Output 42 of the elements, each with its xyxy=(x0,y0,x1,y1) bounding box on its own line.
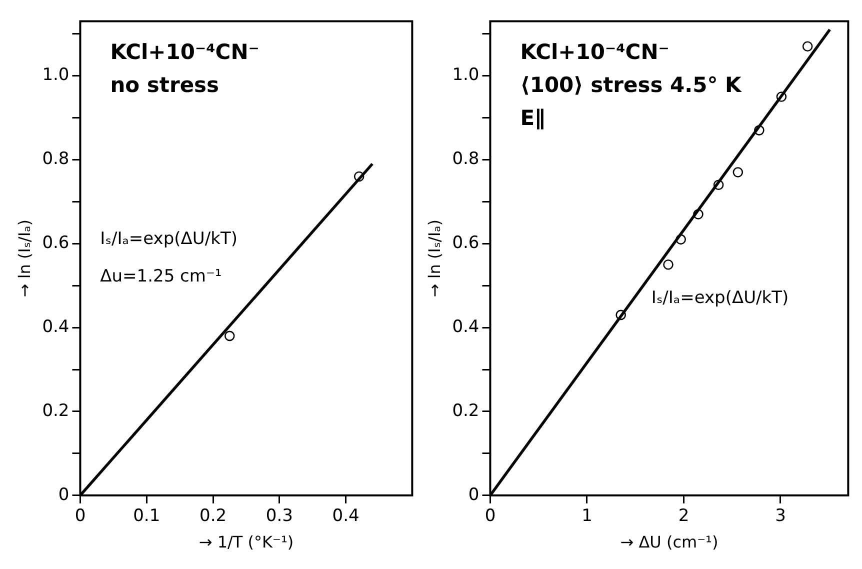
y-tick-label: 0.8 xyxy=(42,149,70,170)
point xyxy=(776,92,787,102)
x-tick-label: 2 xyxy=(678,506,690,526)
y-tick-label: 0 xyxy=(468,484,480,505)
y-tick-label: 1.0 xyxy=(42,65,70,86)
point xyxy=(732,167,744,178)
y-tick-label: 0.6 xyxy=(452,233,480,254)
x-tick-label: 0.1 xyxy=(133,506,160,526)
annotation: E∥ xyxy=(520,106,546,130)
x-tick-label: 0.3 xyxy=(266,506,293,526)
x-tick-label: 0 xyxy=(74,506,86,526)
annotation: ⟨100⟩ stress 4.5° K xyxy=(520,73,742,98)
point xyxy=(676,234,686,245)
text: KCl+10⁻⁴CN⁻ xyxy=(520,40,670,64)
y-tick-label: 0.4 xyxy=(42,316,70,337)
point xyxy=(754,125,764,136)
annotation: Δu=1.25 cm⁻¹ xyxy=(100,266,222,287)
x-tick-label: 3 xyxy=(775,506,786,526)
y-tick-label: 1.0 xyxy=(452,65,480,86)
point xyxy=(616,310,626,320)
x-tick-label: 1 xyxy=(582,506,592,526)
x-tick-label: 0.4 xyxy=(332,506,360,526)
point xyxy=(713,180,724,190)
x-tick-label: 0.2 xyxy=(200,506,227,526)
y-tick-label: 0.2 xyxy=(452,400,480,421)
annotation: no stress xyxy=(110,73,220,98)
y-tick-label: 0.8 xyxy=(452,149,480,170)
y-tick-label: 0.2 xyxy=(42,400,70,421)
y-tick-label: 0.4 xyxy=(452,316,480,337)
y-tick-label: 0 xyxy=(58,484,70,505)
annotation: Iₛ/Iₐ=exp(ΔU/kT) xyxy=(100,228,238,249)
y-axis-title: → ln (Iₛ/Iₐ) xyxy=(14,219,34,298)
annotation: Iₛ/Iₐ=exp(ΔU/kT) xyxy=(651,288,789,308)
point xyxy=(663,259,674,270)
text: KCl+10⁻⁴CN⁻ xyxy=(110,40,260,64)
point xyxy=(802,41,813,52)
x-tick-label: 0 xyxy=(484,506,496,526)
point xyxy=(693,209,704,220)
y-axis-title: → ln (Iₛ/Iₐ) xyxy=(424,219,444,298)
x-axis-title: → ΔU (cm⁻¹) xyxy=(620,532,718,552)
x-axis-title: → 1/T (°K⁻¹) xyxy=(198,532,294,552)
y-tick-label: 0.6 xyxy=(42,233,70,254)
